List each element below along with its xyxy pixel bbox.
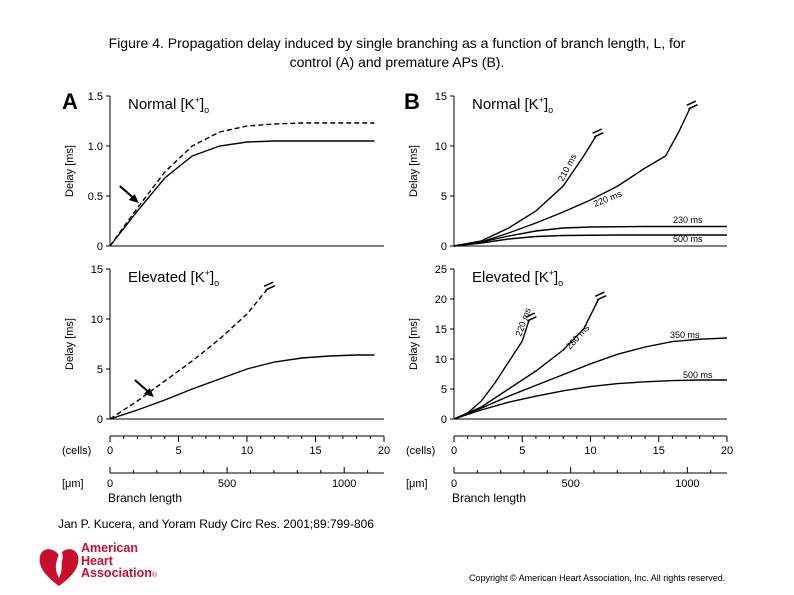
panel-b-top-series-label: 230 ms (673, 215, 703, 225)
panel-b-top-series-230-ms (453, 225, 727, 247)
panel-a-bottom-series-solid (109, 354, 375, 420)
um-unit-label-a: [μm] (62, 478, 84, 490)
panel-b-bottom-title: Elevated [K+]o (472, 268, 563, 288)
break-mark-icon (263, 281, 276, 291)
aha-logo: American Heart Association® (38, 542, 168, 588)
panel-b-bottom-series-280-ms (453, 298, 600, 420)
break-mark-stroke (592, 128, 602, 135)
cells-tick-label-a: 0 (107, 445, 113, 457)
arrow-icon (134, 379, 154, 397)
panel-b-top-ytick-label: 15 (435, 91, 447, 103)
panel-a-bottom-ytick-label: 5 (97, 364, 103, 376)
panel-b-bottom-series-350-ms (453, 337, 728, 420)
panel-b-top-ylabel: Delay [ms] (408, 145, 420, 197)
um-tick-label-a: 500 (218, 478, 236, 490)
heart-torch-icon (39, 545, 79, 586)
um-unit-label-b: [μm] (406, 478, 428, 490)
logo-line-3: Association (81, 566, 152, 580)
panel-a-bottom-ylabel: Delay [ms] (64, 318, 76, 370)
caption-line-1: Figure 4. Propagation delay induced by s… (108, 35, 686, 51)
break-mark-stroke (688, 103, 698, 110)
panel-a-top-title: Normal [K+]o (128, 95, 209, 115)
panel-b-bottom-series-label: 220 ms (513, 306, 533, 338)
break-mark-icon (594, 291, 607, 301)
um-tick-label-b: 0 (451, 478, 457, 490)
panel-b-bottom-series-label: 500 ms (683, 370, 713, 380)
arrow-head (128, 194, 139, 203)
panel-b-top-ytick-label: 5 (441, 191, 447, 203)
panel-a-top-series-dashed (109, 122, 375, 247)
break-mark-icon (525, 312, 537, 322)
panel-b-top-title: Normal [K+]o (472, 95, 553, 115)
um-tick-label-b: 500 (561, 478, 579, 490)
break-mark-stroke (593, 131, 604, 138)
panel-b-bottom-ytick-label: 25 (435, 264, 447, 276)
break-mark-stroke (525, 312, 536, 319)
panel-b-bottom-ylabel: Delay [ms] (408, 318, 420, 370)
panel-b-bottom-ytick-label: 5 (441, 384, 447, 396)
cells-tick-label-b: 15 (653, 445, 665, 457)
panel-b-top-series-210-ms (453, 135, 597, 247)
panel-b-bottom-ytick-label: 10 (435, 354, 447, 366)
panel-b-top-series-label: 500 ms (673, 234, 703, 244)
panel-b-bottom-ytick-label: 0 (441, 414, 447, 426)
cells-tick-label-a: 5 (175, 445, 181, 457)
break-mark-stroke (527, 315, 537, 322)
panel-a-top-ytick-label: 1.5 (88, 91, 103, 103)
logo-line-1: American (81, 541, 138, 555)
figure-caption: Figure 4. Propagation delay induced by s… (20, 34, 774, 72)
panel-a-bottom-ytick-label: 15 (91, 264, 103, 276)
panel-a-bottom-ytick-label: 0 (97, 414, 103, 426)
panel-b-bottom-ytick-label: 15 (435, 324, 447, 336)
panel-letter-b: B (404, 89, 420, 114)
cells-unit-label-a: (cells) (62, 445, 91, 457)
copyright-notice: Copyright © American Heart Association, … (469, 573, 726, 583)
panel-a-bottom-ytick-label: 10 (91, 314, 103, 326)
break-mark-stroke (265, 284, 276, 291)
break-mark-stroke (596, 294, 607, 301)
logo-line-2: Heart (81, 553, 113, 568)
logo-registered-mark: ® (151, 572, 158, 579)
panel-a-bottom-title: Elevated [K+]o (128, 268, 219, 288)
break-mark-icon (686, 100, 698, 110)
panel-b-bottom-series-label: 280 ms (564, 322, 592, 351)
panel-a-bottom-series-dashed (109, 288, 269, 420)
x-axis-title-b: Branch length (452, 491, 526, 505)
panel-b-bottom-series-label: 350 ms (670, 330, 700, 340)
panel-a-top-ytick-label: 0.5 (88, 191, 103, 203)
cells-tick-label-b: 0 (451, 445, 457, 457)
x-axis-title-a: Branch length (108, 491, 182, 505)
panel-b-bottom-series-500-ms (453, 379, 727, 420)
cells-tick-label-b: 20 (721, 445, 733, 457)
break-mark-icon (592, 128, 604, 138)
break-mark-stroke (686, 100, 697, 107)
panel-b-top-ytick-label: 0 (441, 241, 447, 253)
arrow-head (143, 388, 154, 397)
cells-tick-label-b: 10 (584, 445, 596, 457)
um-tick-label-a: 1000 (332, 478, 356, 490)
panel-a-top-series-solid (109, 140, 375, 247)
panel-b-bottom-ytick-label: 20 (435, 294, 447, 306)
um-tick-label-a: 0 (107, 478, 113, 490)
um-tick-label-b: 1000 (675, 478, 699, 490)
panel-letter-a: A (62, 89, 78, 114)
citation: Jan P. Kucera, and Yoram Rudy Circ Res. … (58, 517, 374, 531)
cells-tick-label-a: 20 (378, 445, 390, 457)
cells-unit-label-b: (cells) (406, 445, 435, 457)
cells-tick-label-a: 10 (241, 445, 253, 457)
panel-b-top-ytick-label: 10 (435, 141, 447, 153)
break-mark-stroke (594, 291, 605, 298)
caption-line-2: control (A) and premature APs (B). (289, 54, 505, 70)
break-mark-stroke (263, 281, 274, 288)
panel-b-top-series-500-ms (453, 234, 727, 247)
panel-a-top-ylabel: Delay [ms] (64, 145, 76, 197)
cells-tick-label-a: 15 (309, 445, 321, 457)
panel-a-top-ytick-label: 1.0 (88, 141, 103, 153)
cells-tick-label-b: 5 (519, 445, 525, 457)
arrow-icon (119, 185, 139, 203)
panel-a-top-ytick-label: 0 (97, 241, 103, 253)
panel-b-top-series-220-ms (453, 107, 691, 247)
